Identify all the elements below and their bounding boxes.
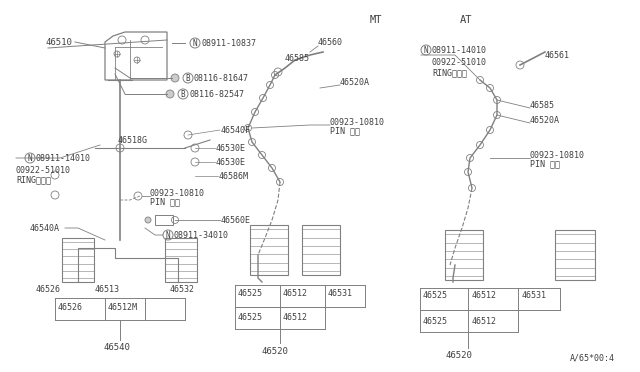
Text: 46586M: 46586M <box>219 171 249 180</box>
Text: 46560E: 46560E <box>221 215 251 224</box>
Text: 46526: 46526 <box>36 285 61 295</box>
Text: 46520A: 46520A <box>530 115 560 125</box>
Text: 46512M: 46512M <box>108 304 138 312</box>
Text: 46513: 46513 <box>95 285 120 295</box>
Text: A/65*00:4: A/65*00:4 <box>570 353 615 362</box>
Text: 08911-14010: 08911-14010 <box>36 154 91 163</box>
Text: 08116-81647: 08116-81647 <box>194 74 249 83</box>
Text: 46520: 46520 <box>445 352 472 360</box>
Text: MT: MT <box>370 15 383 25</box>
Text: 46512: 46512 <box>283 314 308 323</box>
Bar <box>165 238 197 282</box>
Bar <box>250 225 288 275</box>
Text: 46520: 46520 <box>261 346 288 356</box>
Text: 46585: 46585 <box>285 54 310 62</box>
Text: 46520A: 46520A <box>340 77 370 87</box>
Text: RINGリング: RINGリング <box>16 176 51 185</box>
Text: 00922-51010: 00922-51010 <box>16 166 71 174</box>
Text: B: B <box>180 90 186 99</box>
Circle shape <box>166 90 174 98</box>
Text: 00923-10810: 00923-10810 <box>530 151 585 160</box>
Text: AT: AT <box>460 15 472 25</box>
Text: 46525: 46525 <box>423 292 448 301</box>
Circle shape <box>171 74 179 82</box>
Text: N: N <box>424 45 428 55</box>
Text: 46540: 46540 <box>103 343 130 353</box>
Text: 46530E: 46530E <box>216 144 246 153</box>
Text: 46525: 46525 <box>238 314 263 323</box>
Text: 46512: 46512 <box>283 289 308 298</box>
Text: 08116-82547: 08116-82547 <box>189 90 244 99</box>
Text: N: N <box>28 154 32 163</box>
Text: 46512: 46512 <box>472 292 497 301</box>
Text: 46518G: 46518G <box>118 135 148 144</box>
Bar <box>445 230 483 280</box>
Text: 46532: 46532 <box>170 285 195 295</box>
Text: B: B <box>186 74 190 83</box>
Text: 00922-51010: 00922-51010 <box>432 58 487 67</box>
Circle shape <box>145 217 151 223</box>
Text: 46510: 46510 <box>45 38 72 46</box>
Text: 08911-34010: 08911-34010 <box>174 231 229 240</box>
Text: 00923-10810: 00923-10810 <box>150 189 205 198</box>
Text: 46526: 46526 <box>58 304 83 312</box>
Text: PIN ビン: PIN ビン <box>530 160 560 169</box>
Bar <box>62 238 94 282</box>
Bar <box>302 225 340 275</box>
Text: N: N <box>166 231 170 240</box>
Text: 46560: 46560 <box>318 38 343 46</box>
Text: 46531: 46531 <box>328 289 353 298</box>
Text: PIN ビン: PIN ビン <box>150 198 180 206</box>
Text: 46561: 46561 <box>545 51 570 60</box>
Text: 46530E: 46530E <box>216 157 246 167</box>
Text: 46525: 46525 <box>423 317 448 326</box>
Bar <box>555 230 595 280</box>
Text: PIN ビン: PIN ビン <box>330 126 360 135</box>
Text: 08911-10837: 08911-10837 <box>201 38 256 48</box>
Text: 08911-14010: 08911-14010 <box>432 45 487 55</box>
Text: 46531: 46531 <box>522 292 547 301</box>
Text: 46540A: 46540A <box>30 224 60 232</box>
Text: 46525: 46525 <box>238 289 263 298</box>
Text: N: N <box>193 38 197 48</box>
Text: 46540F: 46540F <box>221 125 251 135</box>
Text: 46512: 46512 <box>472 317 497 326</box>
Text: 00923-10810: 00923-10810 <box>330 118 385 126</box>
Text: 46585: 46585 <box>530 100 555 109</box>
Text: RINGリング: RINGリング <box>432 68 467 77</box>
